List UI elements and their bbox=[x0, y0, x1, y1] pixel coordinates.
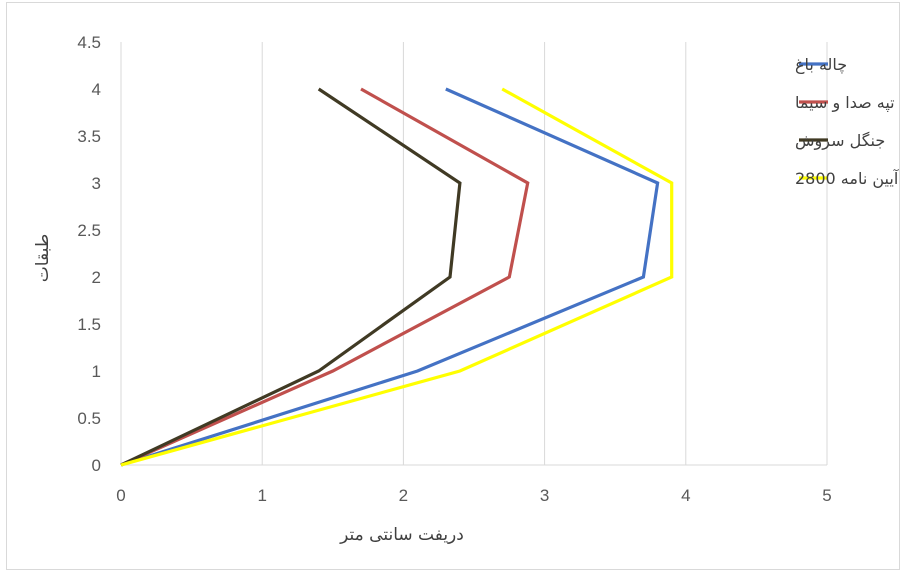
series-line-3 bbox=[120, 87, 462, 467]
series-line-1 bbox=[120, 87, 660, 467]
y-tick-label: 1.5 bbox=[77, 315, 101, 334]
y-tick-label: 2.5 bbox=[77, 221, 101, 240]
y-tick-label: 1 bbox=[92, 362, 101, 381]
y-axis: 0 0.5 1 1.5 2 2.5 3 3.5 4 4.5 bbox=[77, 33, 101, 475]
series-lines bbox=[120, 87, 674, 467]
y-tick-label: 2 bbox=[92, 268, 101, 287]
x-tick-label: 3 bbox=[540, 486, 549, 505]
x-tick-label: 0 bbox=[116, 486, 125, 505]
legend: چاله باغ تپه صدا و سیما جنگل سروش آیین نامه… bbox=[795, 55, 900, 189]
chart-frame bbox=[6, 2, 900, 570]
y-tick-label: 4 bbox=[92, 80, 101, 99]
series-line-2 bbox=[120, 87, 530, 467]
legend-label: تپه صدا و سیما bbox=[795, 93, 895, 113]
x-axis-title: دریفت سانتی متر bbox=[339, 525, 464, 545]
legend-label: چاله باغ bbox=[795, 55, 847, 75]
y-tick-label: 3.5 bbox=[77, 127, 101, 146]
legend-label: آیین نامه 2800 bbox=[795, 169, 900, 189]
x-tick-label: 4 bbox=[681, 486, 690, 505]
y-tick-label: 3 bbox=[92, 174, 101, 193]
grid-lines bbox=[120, 42, 828, 465]
legend-label: جنگل سروش bbox=[795, 131, 885, 151]
y-tick-label: 4.5 bbox=[77, 33, 101, 52]
y-tick-label: 0 bbox=[92, 456, 101, 475]
x-tick-label: 2 bbox=[399, 486, 408, 505]
x-axis: 0 1 2 3 4 5 bbox=[116, 464, 832, 505]
y-tick-label: 0.5 bbox=[77, 409, 101, 428]
x-tick-label: 1 bbox=[257, 486, 266, 505]
y-axis-title: طبقات bbox=[33, 234, 53, 282]
x-tick-label: 5 bbox=[822, 486, 831, 505]
series-line-4 bbox=[120, 87, 674, 467]
